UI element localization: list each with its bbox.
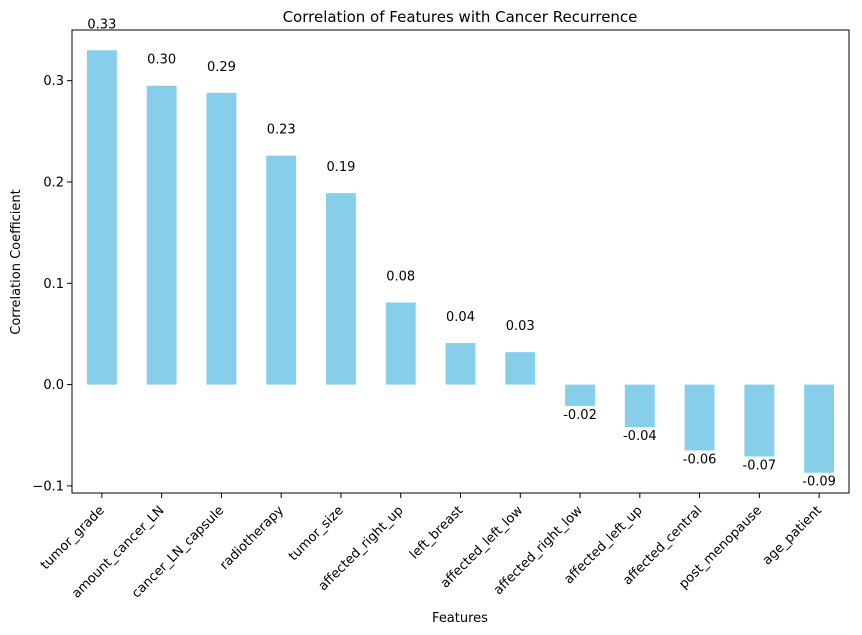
data-label-cancer_LN_capsule: 0.29 <box>207 60 236 75</box>
y-tick-label: −0.1 <box>32 479 64 494</box>
x-axis: tumor_gradeamount_cancer_LNcancer_LN_cap… <box>38 493 825 601</box>
y-tick-label: 0.3 <box>43 74 64 89</box>
data-label-affected_right_up: 0.08 <box>386 270 415 285</box>
chart-title: Correlation of Features with Cancer Recu… <box>283 8 638 26</box>
bar-affected_left_low <box>505 352 536 385</box>
x-tick-label-radiotherapy: radiotherapy <box>217 503 287 573</box>
y-tick-label: 0.0 <box>43 378 64 393</box>
bar-affected_right_low <box>565 384 595 406</box>
bar-affected_left_up <box>624 384 655 428</box>
x-tick-label-tumor_size: tumor_size <box>286 503 347 564</box>
y-axis-label: Correlation Coefficient <box>9 189 24 335</box>
bar-left_breast <box>445 343 476 385</box>
x-axis-label: Features <box>432 611 488 626</box>
bars-group <box>86 50 835 473</box>
data-label-radiotherapy: 0.23 <box>267 123 296 138</box>
data-label-affected_central: -0.06 <box>683 452 717 467</box>
bar-tumor_size <box>326 193 356 385</box>
bar-cancer_LN_capsule <box>206 92 237 385</box>
plot-frame <box>71 29 850 494</box>
data-label-left_breast: 0.04 <box>446 310 475 325</box>
data-label-affected_left_up: -0.04 <box>623 429 657 444</box>
y-tick-label: 0.2 <box>43 175 64 190</box>
y-axis: −0.1 0.0 0.1 0.2 0.3 <box>32 74 72 494</box>
bar-amount_cancer_LN <box>146 85 177 385</box>
x-tick-label-age_patient: age_patient <box>760 503 825 568</box>
data-label-affected_left_low: 0.03 <box>506 319 535 334</box>
bar-affected_right_up <box>385 302 416 385</box>
data-label-age_patient: -0.09 <box>802 475 836 490</box>
bar-affected_central <box>684 384 715 451</box>
data-labels-group: 0.33 0.30 0.29 0.23 0.19 0.08 0.04 0.03 -0.02 -0.… <box>87 17 836 489</box>
data-label-affected_right_low: -0.02 <box>563 408 597 423</box>
bar-post_menopause <box>744 384 775 457</box>
data-label-amount_cancer_LN: 0.30 <box>147 53 176 68</box>
data-label-post_menopause: -0.07 <box>743 459 777 474</box>
data-label-tumor_size: 0.19 <box>326 160 355 175</box>
bar-age_patient <box>804 384 835 473</box>
x-tick-label-left_breast: left_breast <box>407 503 466 562</box>
bar-radiotherapy <box>266 155 297 385</box>
data-label-tumor_grade: 0.33 <box>87 17 116 32</box>
bar-tumor_grade <box>86 50 117 385</box>
y-tick-label: 0.1 <box>43 277 64 292</box>
